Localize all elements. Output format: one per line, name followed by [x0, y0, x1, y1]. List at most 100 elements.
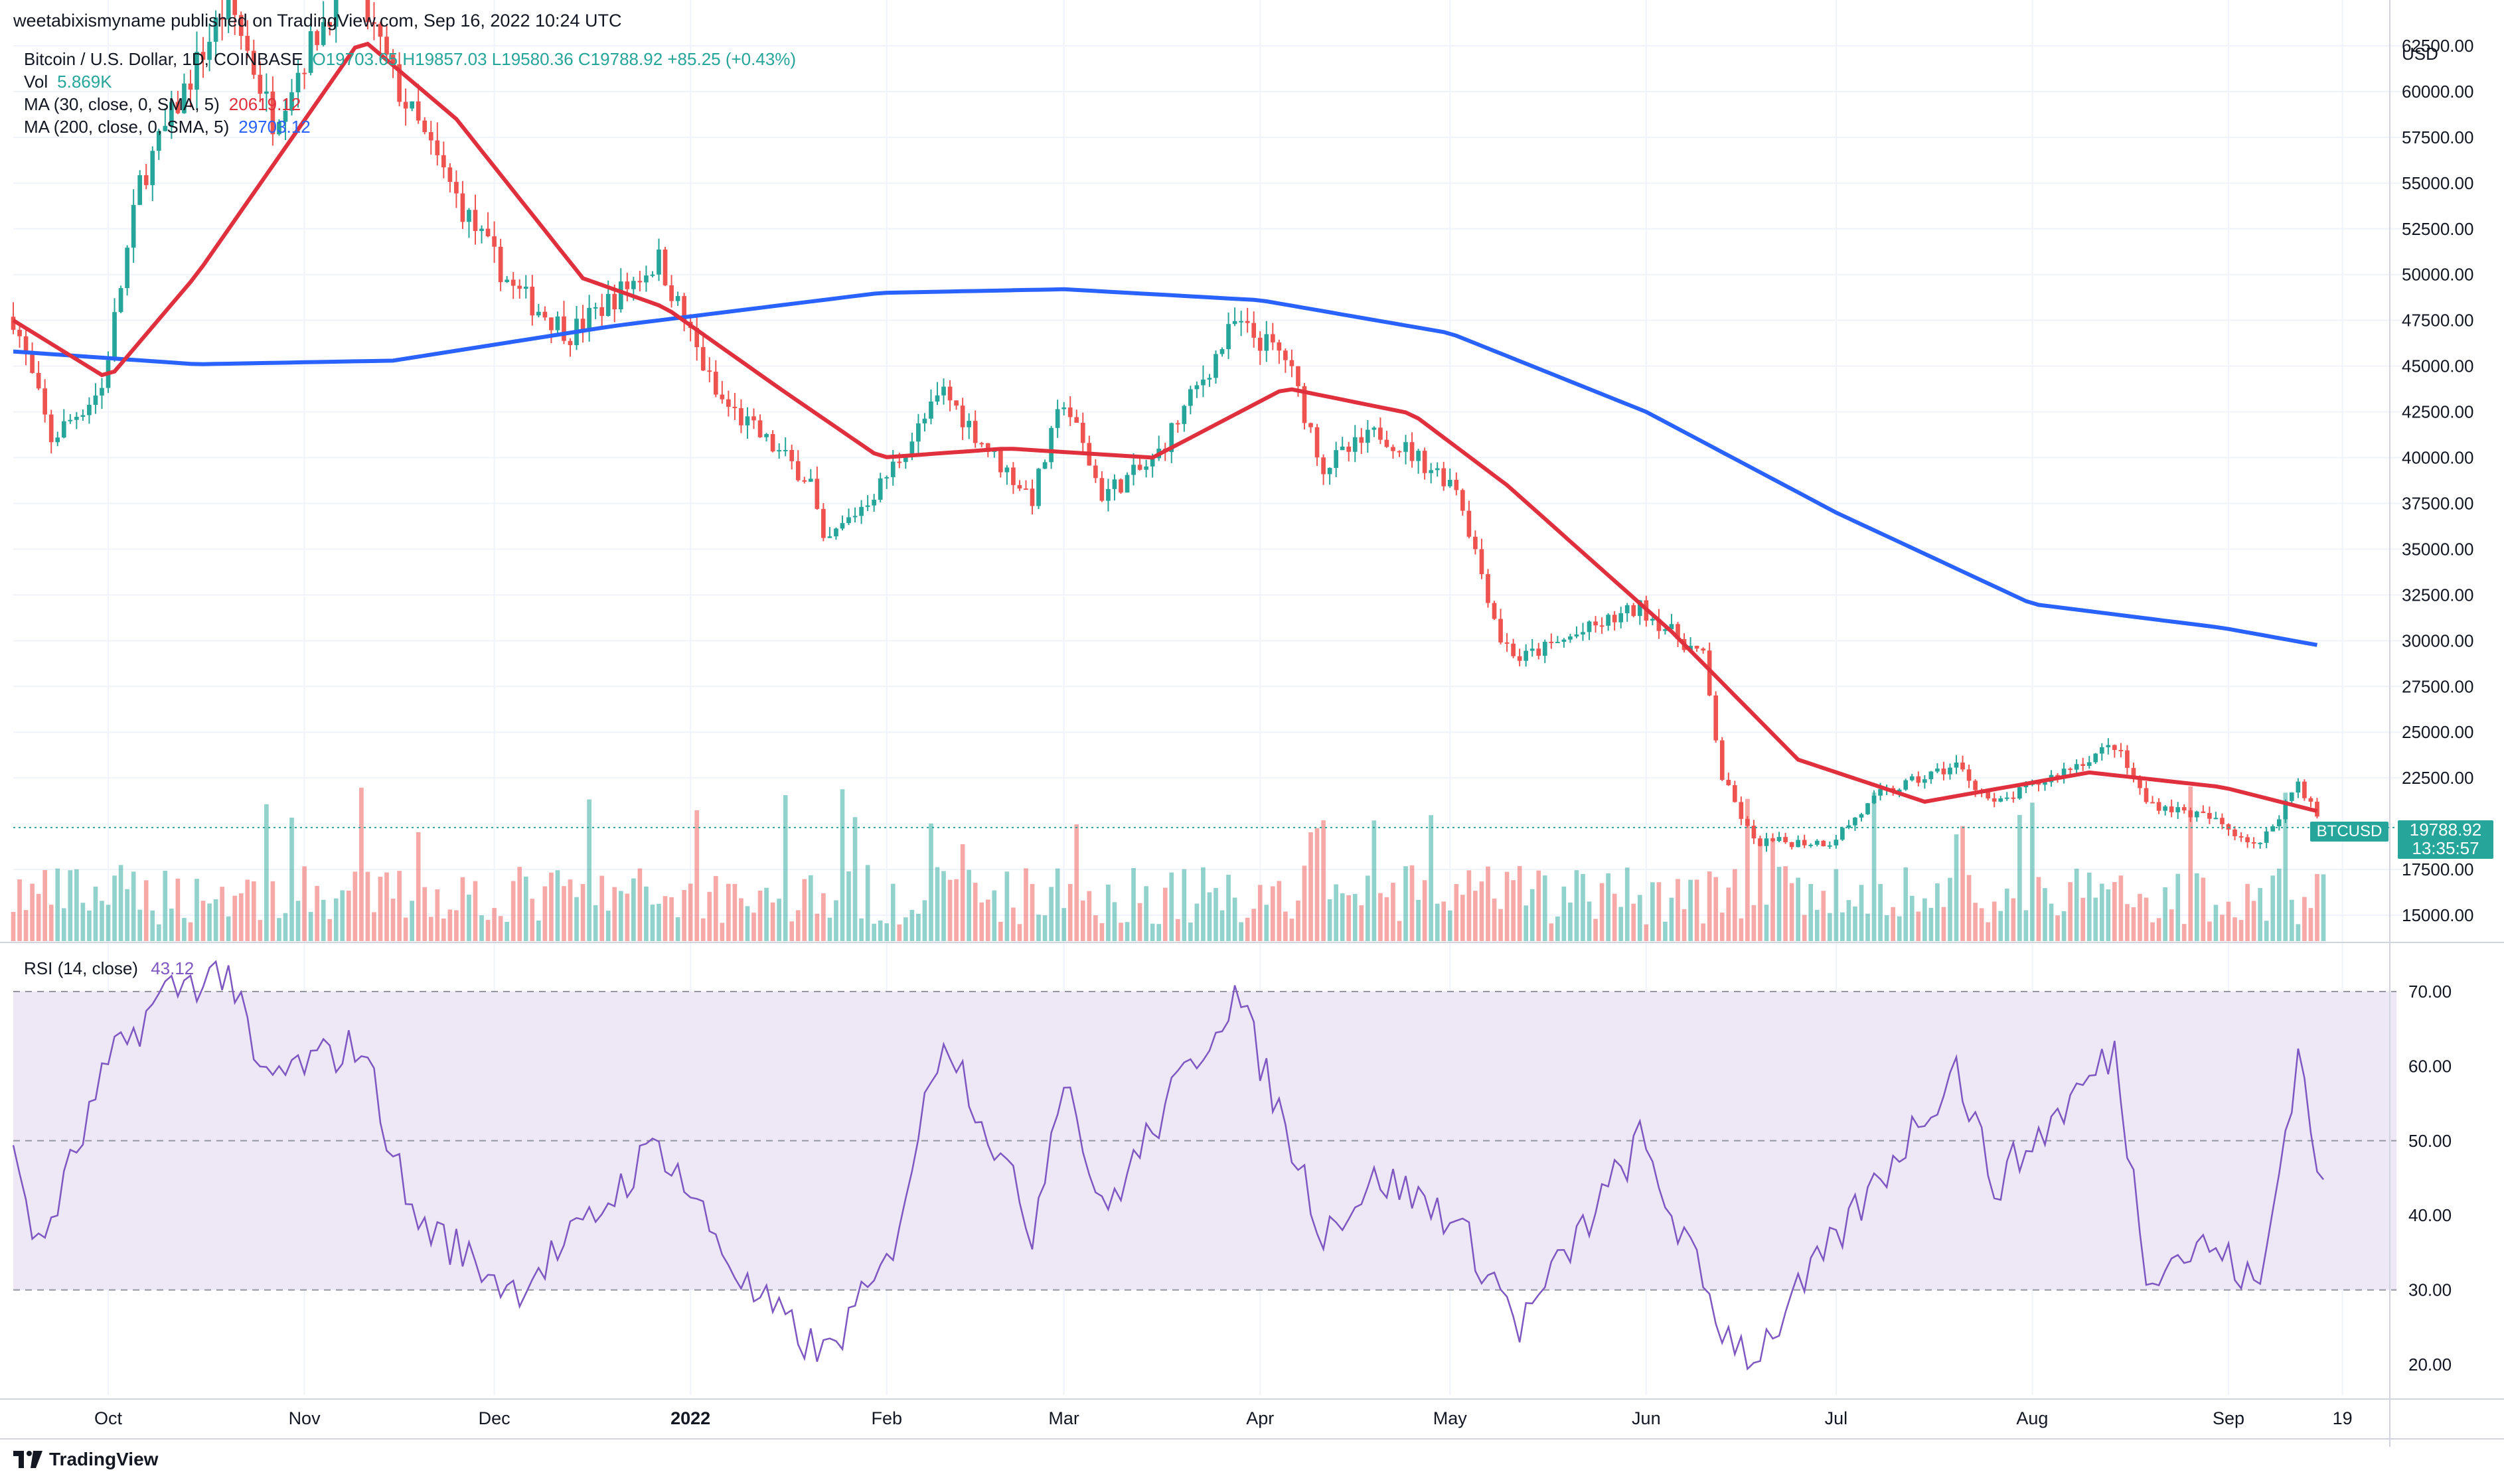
candle-body: [1846, 825, 1851, 828]
volume-bar: [1511, 880, 1516, 941]
volume-bar: [1676, 879, 1680, 941]
volume-bar: [1758, 844, 1762, 941]
volume-bar: [1334, 884, 1338, 941]
volume-bar: [1656, 882, 1662, 941]
volume-bar: [1618, 907, 1624, 941]
candle-body: [2080, 764, 2086, 767]
candle-body: [143, 175, 149, 185]
price-tick-label: 55000.00: [2402, 173, 2473, 193]
volume-bar: [2315, 873, 2319, 941]
candle-body: [48, 414, 54, 443]
rsi-tick-label: 50.00: [2408, 1131, 2452, 1151]
volume-bar: [1770, 838, 1775, 941]
candle-body: [1207, 378, 1212, 380]
volume-bar: [226, 916, 231, 941]
volume-bar: [1296, 900, 1300, 941]
volume-label[interactable]: Vol: [24, 72, 48, 92]
volume-bar: [397, 871, 402, 941]
volume-bar: [1960, 826, 1965, 941]
candle-body: [295, 72, 301, 93]
candle-body: [1257, 337, 1263, 351]
volume-bar: [1137, 903, 1142, 941]
volume-bar: [1346, 895, 1352, 941]
candle-body: [555, 316, 560, 331]
volume-bar: [1004, 871, 1010, 941]
volume-bar: [1131, 867, 1136, 941]
candle-body: [909, 441, 915, 457]
volume-bar: [745, 906, 750, 941]
candle-body: [1529, 648, 1535, 651]
volume-bar: [441, 918, 446, 941]
candle-body: [1416, 451, 1421, 461]
volume-bar: [2061, 911, 2067, 941]
candle-body: [1447, 480, 1452, 486]
candle-body: [410, 101, 414, 109]
candle-body: [1676, 624, 1680, 640]
volume-bar: [2099, 883, 2104, 941]
volume-bar: [447, 909, 453, 941]
price-tick-label: 35000.00: [2402, 539, 2473, 559]
time-tick-label: 19: [2333, 1408, 2353, 1428]
volume-bar: [1922, 898, 1927, 941]
volume-bar: [890, 883, 896, 941]
rsi-legend: RSI (14, close) 43.12: [24, 958, 194, 979]
candle-body: [1821, 840, 1826, 847]
volume-bar: [1486, 866, 1490, 941]
volume-bar: [1251, 909, 1257, 941]
candle-body: [1827, 845, 1832, 847]
volume-bar: [1796, 877, 1800, 941]
volume-bar: [1175, 919, 1180, 941]
volume-bar: [2049, 903, 2054, 941]
volume-bar: [473, 881, 478, 941]
volume-bar: [2321, 874, 2326, 941]
candle-body: [390, 54, 396, 64]
candle-body: [68, 419, 73, 421]
volume-bar: [720, 923, 725, 941]
candle-body: [947, 386, 953, 401]
symbol-title[interactable]: Bitcoin / U.S. Dollar, 1D, COINBASE: [24, 49, 303, 69]
ma200-label[interactable]: MA (200, close, 0, SMA, 5): [24, 117, 230, 137]
volume-bar: [1954, 834, 1959, 941]
candle-body: [175, 102, 181, 113]
volume-bar: [1789, 883, 1794, 941]
volume-bar: [1378, 893, 1383, 941]
volume-bar: [1441, 901, 1447, 941]
candle-body: [270, 91, 275, 135]
candle-body: [1492, 603, 1497, 619]
candle-body: [1922, 779, 1927, 783]
volume-bar: [1707, 871, 1712, 941]
candle-body: [1663, 629, 1668, 631]
rsi-value: 43.12: [151, 958, 195, 978]
ma30-label[interactable]: MA (30, close, 0, SMA, 5): [24, 94, 220, 114]
candle-body: [2169, 806, 2174, 812]
candle-body: [1017, 484, 1022, 489]
candle-body: [2163, 806, 2167, 811]
volume-bar: [1726, 887, 1731, 941]
volume-bar: [1903, 867, 1909, 941]
volume-bar: [1359, 905, 1364, 941]
candle-body: [42, 388, 48, 415]
volume-bar: [1365, 875, 1370, 941]
candle-body: [922, 418, 927, 423]
volume-bar: [1986, 922, 1991, 941]
candle-body: [1270, 334, 1275, 342]
candle-body: [207, 41, 212, 60]
volume-bar: [245, 879, 250, 941]
volume-bar: [555, 870, 560, 941]
rsi-label[interactable]: RSI (14, close): [24, 958, 138, 978]
volume-bar: [1245, 917, 1250, 941]
volume-bar: [1821, 891, 1826, 941]
candle-body: [1061, 407, 1067, 409]
candle-body: [2296, 781, 2301, 793]
volume-bar: [1150, 923, 1155, 941]
candle-body: [2138, 779, 2142, 788]
volume-bar: [2131, 907, 2136, 941]
candle-body: [1391, 447, 1395, 451]
volume-bar: [321, 899, 326, 941]
candle-body: [1219, 349, 1225, 354]
volume-bar: [1802, 915, 1807, 941]
tradingview-logo[interactable]: TradingView: [13, 1449, 158, 1470]
volume-bar: [485, 920, 491, 941]
candle-body: [327, 22, 333, 27]
